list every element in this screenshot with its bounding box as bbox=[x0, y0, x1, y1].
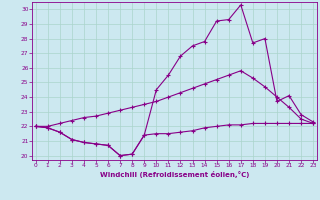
X-axis label: Windchill (Refroidissement éolien,°C): Windchill (Refroidissement éolien,°C) bbox=[100, 171, 249, 178]
